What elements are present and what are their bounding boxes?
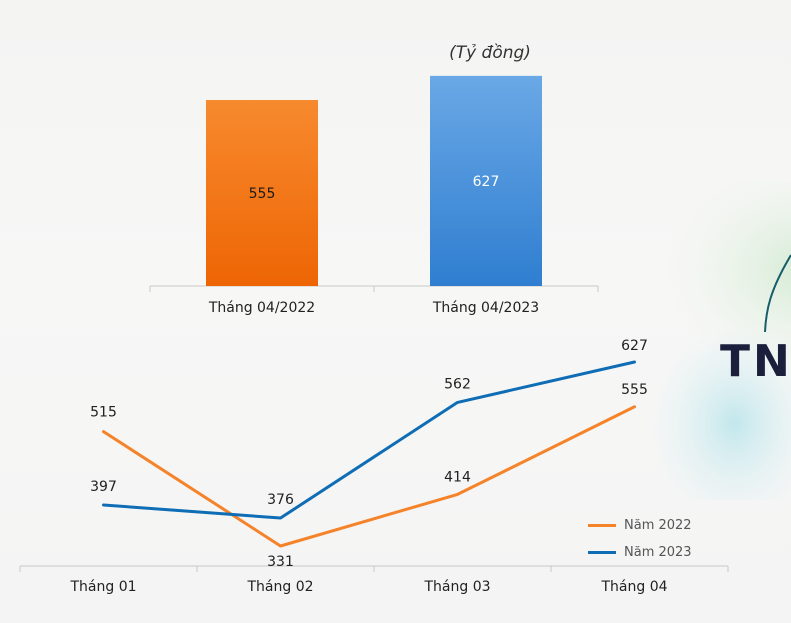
line-chart-legend: Năm 2022 Năm 2023 xyxy=(588,512,692,566)
legend-label-2022: Năm 2022 xyxy=(624,518,692,533)
series-line-0 xyxy=(102,405,636,548)
line-category-label-0: Tháng 01 xyxy=(69,579,136,595)
bar-0 xyxy=(206,100,318,286)
line-category-label-2: Tháng 03 xyxy=(423,579,490,595)
decor-curve xyxy=(764,254,791,333)
legend-item-2022: Năm 2022 xyxy=(588,512,692,539)
bar-category-label-1: Tháng 04/2023 xyxy=(432,300,539,316)
series-line-1 xyxy=(102,360,636,520)
series-1-value-label-3: 627 xyxy=(621,338,648,354)
teal-wash xyxy=(650,330,791,500)
legend-item-2023: Năm 2023 xyxy=(588,539,692,566)
series-0-value-label-0: 515 xyxy=(90,405,117,421)
series-1-value-label-1: 376 xyxy=(267,492,294,508)
line-category-label-1: Tháng 02 xyxy=(246,579,313,595)
series-0-value-label-3: 555 xyxy=(621,382,648,398)
bar-1 xyxy=(430,75,542,286)
legend-label-2023: Năm 2023 xyxy=(624,545,692,560)
unit-label: (Tỷ đồng) xyxy=(449,43,531,63)
bar-category-label-0: Tháng 04/2022 xyxy=(208,300,315,316)
series-0-value-label-2: 414 xyxy=(444,469,471,485)
legend-swatch-2023 xyxy=(588,551,616,554)
series-0-value-label-1: 331 xyxy=(267,554,294,570)
bar-value-label-1: 627 xyxy=(473,174,500,190)
brand-logo-text: TN xyxy=(720,336,791,387)
series-1-value-label-0: 397 xyxy=(90,479,117,495)
bar-value-label-0: 555 xyxy=(249,186,276,202)
bar-chart: 555 Tháng 04/2022 627 Tháng 04/2023 xyxy=(149,75,599,316)
legend-swatch-2022 xyxy=(588,524,616,527)
green-wash xyxy=(640,180,791,360)
line-category-label-3: Tháng 04 xyxy=(600,579,667,595)
series-1-value-label-2: 562 xyxy=(444,376,471,392)
